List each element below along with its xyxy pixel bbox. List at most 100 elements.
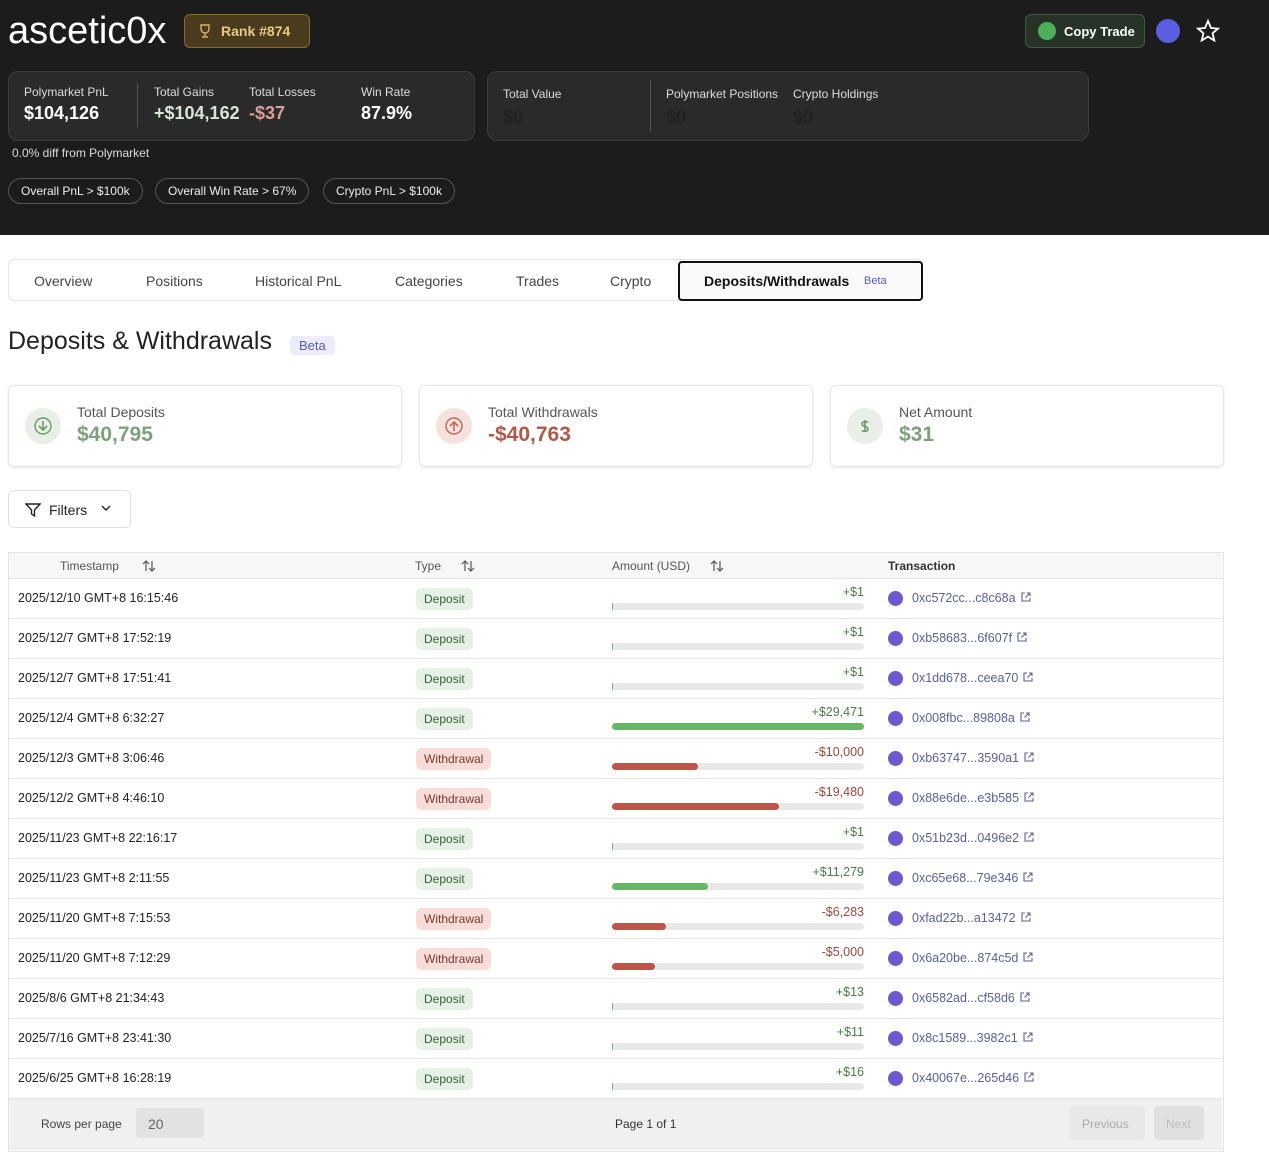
amount-label: +$1 [842, 585, 864, 599]
transaction-link[interactable]: 0x008fbc...89808a [912, 711, 1015, 725]
type-badge: Deposit [416, 708, 473, 730]
external-link-icon [1020, 591, 1032, 606]
tx-icon [888, 831, 903, 846]
sort-icon [710, 559, 724, 578]
amount-label: +$1 [842, 625, 864, 639]
tab[interactable]: Positions [146, 273, 203, 289]
external-link-icon [1022, 671, 1034, 686]
icon-glyph [34, 417, 52, 435]
amount-label: -$6,283 [821, 905, 864, 919]
transaction-link[interactable]: 0xfad22b...a13472 [912, 911, 1016, 925]
transaction-link[interactable]: 0xb63747...3590a1 [912, 751, 1020, 765]
table-row: 2025/12/4 GMT+8 6:32:27 Deposit +$29,471 0x… [9, 699, 1222, 739]
timestamp: 2025/11/23 GMT+8 2:11:55 [18, 871, 170, 885]
next-label: Next [1166, 1117, 1191, 1131]
table-header [9, 553, 1222, 579]
sort-icon [461, 559, 475, 578]
timestamp: 2025/11/20 GMT+8 7:15:53 [18, 911, 171, 925]
type-badge: Deposit [416, 628, 473, 650]
rows-per-page-select[interactable]: 20 [136, 1108, 204, 1138]
tx-icon [888, 711, 903, 726]
transaction-link[interactable]: 0x88e6de...e3b585 [912, 791, 1020, 805]
timestamp: 2025/12/7 GMT+8 17:52:19 [18, 631, 172, 645]
table-row: 2025/12/3 GMT+8 3:06:46 Withdrawal -$10,00… [9, 739, 1222, 779]
tx-icon [888, 951, 903, 966]
external-link-icon [1023, 791, 1035, 806]
timestamp: 2025/6/25 GMT+8 16:28:19 [18, 1071, 172, 1085]
table-row: 2025/11/23 GMT+8 2:11:55 Deposit +$11,279 0… [9, 859, 1222, 899]
amount-track [612, 923, 864, 930]
timestamp: 2025/7/16 GMT+8 23:41:30 [18, 1031, 172, 1045]
table-row: 2025/11/20 GMT+8 7:12:29 Withdrawal -$5,00… [9, 939, 1222, 979]
next-button[interactable]: Next [1154, 1106, 1204, 1140]
amount-bar [612, 683, 613, 690]
page-indicator: Page 1 of 1 [615, 1117, 677, 1131]
pnl-stats [8, 71, 475, 141]
stat-label: Polymarket PnL [24, 85, 109, 99]
tx-icon [888, 631, 903, 646]
amount-track [612, 603, 864, 610]
type-badge: Withdrawal [416, 748, 492, 770]
amount-bar [612, 883, 709, 890]
type-badge: Withdrawal [416, 908, 492, 930]
previous-button[interactable]: Previous [1069, 1106, 1145, 1140]
summary-card: Total Deposits $40,795 [8, 385, 402, 467]
summary-icon [436, 408, 472, 444]
rows-per-page-label: Rows per page [41, 1117, 122, 1131]
amount-bar [612, 763, 698, 770]
amount-track [612, 1043, 864, 1050]
external-link-icon [1022, 871, 1034, 886]
tab[interactable]: Overview [34, 273, 93, 289]
transaction-link[interactable]: 0x1dd678...ceea70 [912, 671, 1019, 685]
tab[interactable]: Deposits/Withdrawals [704, 273, 850, 289]
tab[interactable]: Categories [395, 273, 463, 289]
external-link-icon [1023, 831, 1035, 846]
summary-icon [847, 408, 883, 444]
achievement-badge: Overall Win Rate > 67% [155, 178, 310, 204]
transaction-link[interactable]: 0xc65e68...79e346 [912, 871, 1019, 885]
amount-label: +$1 [842, 665, 864, 679]
timestamp: 2025/11/20 GMT+8 7:12:29 [18, 951, 171, 965]
amount-bar [612, 723, 864, 730]
transaction-link[interactable]: 0x51b23d...0496e2 [912, 831, 1020, 845]
amount-label: +$13 [835, 985, 864, 999]
rank: Rank #874 [221, 23, 291, 39]
filters-button[interactable]: Filters [8, 490, 131, 528]
external-link-icon [1023, 1071, 1035, 1086]
transaction-link[interactable]: 0x6582ad...cf58d6 [912, 991, 1015, 1005]
amount-label: +$11 [836, 1025, 864, 1039]
table-row: 2025/12/2 GMT+8 4:46:10 Withdrawal -$19,48… [9, 779, 1222, 819]
transaction-link[interactable]: 0x40067e...265d46 [912, 1071, 1020, 1085]
copy-trade-button[interactable]: Copy Trade [1025, 14, 1145, 48]
summary-value: $40,795 [77, 423, 153, 446]
amount-label: +$1 [842, 825, 864, 839]
tab[interactable]: Crypto [610, 273, 652, 289]
timestamp: 2025/8/6 GMT+8 21:34:43 [18, 991, 165, 1005]
portfolio-label: Polymarket Positions [666, 87, 779, 101]
tab[interactable]: Historical PnL [255, 273, 342, 289]
column-header: Amount (USD) [612, 559, 691, 573]
favorite-star[interactable] [1196, 19, 1220, 43]
tx-icon [888, 1071, 903, 1086]
stat-label: Win Rate [361, 85, 411, 99]
external-link-icon [1022, 951, 1034, 966]
diff-note: 0.0% diff from Polymarket [12, 146, 150, 160]
table-row: 2025/8/6 GMT+8 21:34:43 Deposit +$13 0x6582… [9, 979, 1222, 1019]
rows-per-page: 20 [148, 1116, 164, 1132]
transaction-link[interactable]: 0xb58683...6f607f [912, 631, 1013, 645]
amount-track [612, 683, 864, 690]
transaction-link[interactable]: 0xc572cc...c8c68a [912, 591, 1016, 605]
share-icon[interactable] [1156, 19, 1180, 43]
amount-track [612, 843, 864, 850]
tx-icon [888, 991, 903, 1006]
amount-track [612, 883, 864, 890]
achievement-badge: Crypto PnL > $100k [323, 178, 455, 204]
amount-track [612, 963, 864, 970]
type-badge: Deposit [416, 868, 473, 890]
transaction-link[interactable]: 0x6a20be...874c5d [912, 951, 1019, 965]
table-row: 2025/12/7 GMT+8 17:52:19 Deposit +$1 0xb586… [9, 619, 1222, 659]
column-header: Type [415, 559, 442, 573]
tab[interactable]: Trades [516, 273, 560, 289]
transaction-link[interactable]: 0x8c1589...3982c1 [912, 1031, 1018, 1045]
amount-label: +$29,471 [811, 705, 864, 719]
